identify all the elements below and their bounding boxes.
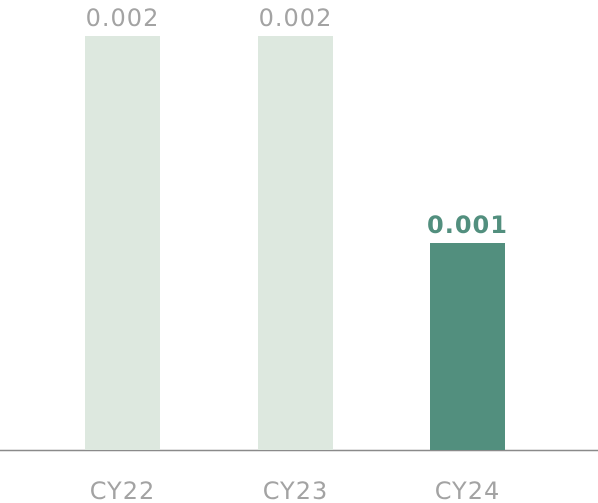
x-tick-label: CY22 xyxy=(90,477,156,503)
x-tick-label: CY24 xyxy=(435,477,501,503)
value-label: 0.002 xyxy=(86,4,160,32)
x-tick-label: CY23 xyxy=(263,477,329,503)
value-label: 0.001 xyxy=(427,211,508,239)
value-label: 0.002 xyxy=(259,4,333,32)
bar xyxy=(258,36,333,450)
bar xyxy=(430,243,505,450)
bar xyxy=(85,36,160,450)
